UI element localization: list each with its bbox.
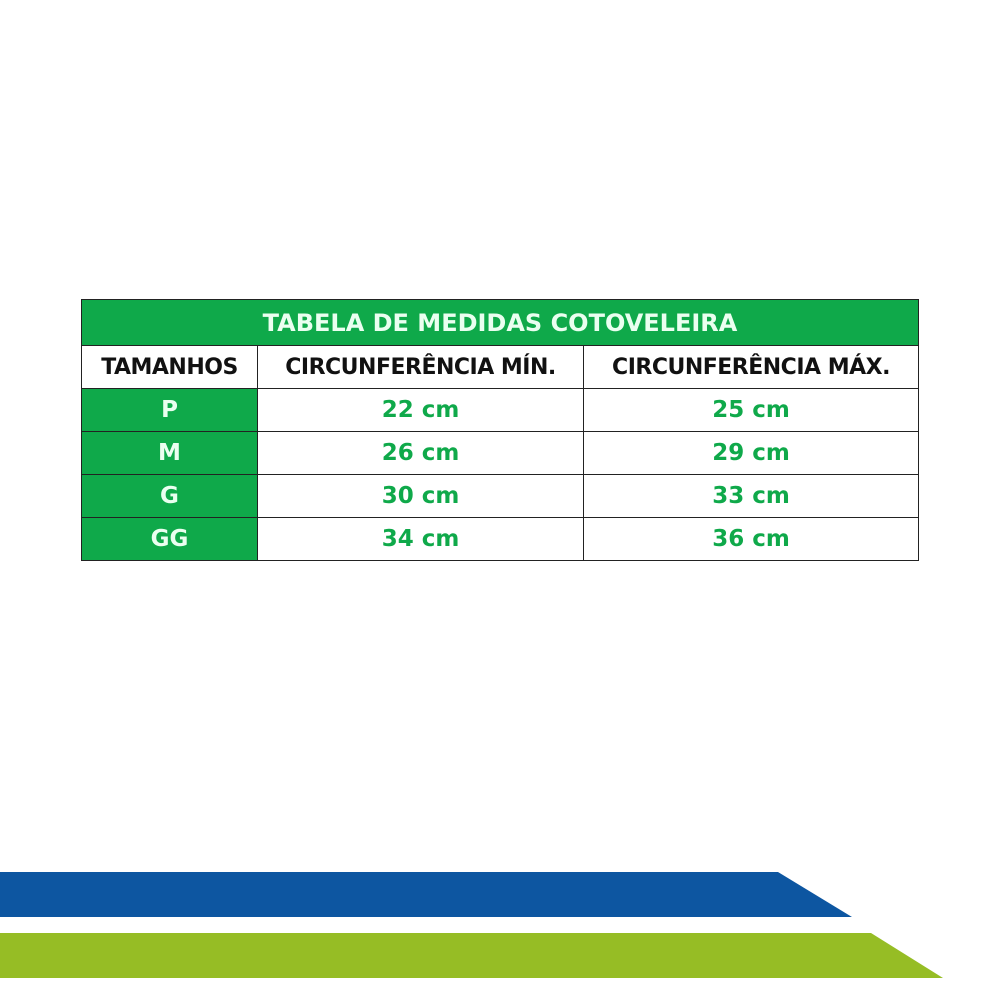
size-cell: P: [81, 388, 258, 432]
table-row: P 22 cm 25 cm: [81, 388, 919, 432]
table-row: GG 34 cm 36 cm: [81, 517, 919, 561]
header-min: CIRCUNFERÊNCIA MÍN.: [257, 345, 584, 389]
size-cell: GG: [81, 517, 258, 561]
max-cell: 29 cm: [583, 431, 919, 475]
min-cell: 34 cm: [257, 517, 584, 561]
max-cell: 36 cm: [583, 517, 919, 561]
size-table: TABELA DE MEDIDAS COTOVELEIRA TAMANHOS C…: [81, 299, 919, 561]
size-cell: M: [81, 431, 258, 475]
blue-band: [0, 872, 852, 917]
table-row: M 26 cm 29 cm: [81, 431, 919, 475]
min-cell: 22 cm: [257, 388, 584, 432]
table-title: TABELA DE MEDIDAS COTOVELEIRA: [81, 299, 919, 346]
green-band: [0, 933, 943, 978]
min-cell: 30 cm: [257, 474, 584, 518]
header-max: CIRCUNFERÊNCIA MÁX.: [583, 345, 919, 389]
max-cell: 33 cm: [583, 474, 919, 518]
min-cell: 26 cm: [257, 431, 584, 475]
